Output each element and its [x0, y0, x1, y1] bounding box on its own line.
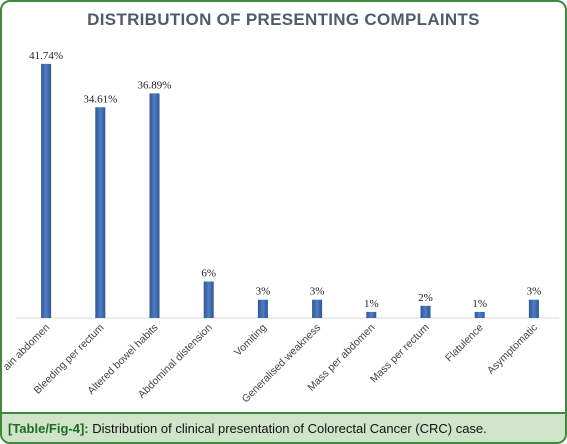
- chart-title: DISTRIBUTION OF PRESENTING COMPLAINTS: [87, 10, 480, 29]
- data-label-2: 36.89%: [138, 79, 172, 91]
- bar-4: [257, 299, 268, 318]
- data-label-4: 3%: [256, 286, 271, 298]
- data-label-7: 2%: [418, 292, 433, 304]
- bar-2: [149, 93, 160, 318]
- x-tick-label-7: Mass per rectum: [368, 321, 432, 385]
- data-label-9: 3%: [527, 286, 542, 298]
- bar-chart: 41.74% 34.61% 36.89% 6% 3% 3% 1% 2% 1% 3% Pain ab…: [4, 50, 559, 405]
- bar-0: [41, 63, 52, 318]
- bar-3: [203, 281, 214, 318]
- data-label-6: 1%: [364, 298, 379, 310]
- x-tick-label-4: Vomiting: [232, 322, 269, 359]
- figure-caption: [Table/Fig-4]: Distribution of clinical …: [2, 412, 565, 442]
- data-label-5: 3%: [310, 286, 325, 298]
- data-label-1: 34.61%: [83, 93, 117, 105]
- data-label-3: 6%: [201, 267, 216, 279]
- bar-5: [312, 299, 323, 318]
- chart-area: DISTRIBUTION OF PRESENTING COMPLAINTS 41…: [4, 4, 563, 412]
- x-tick-label-0: Pain abdomen: [4, 322, 52, 378]
- x-tick-label-9: Asymptomatic: [485, 322, 540, 377]
- bar-8: [474, 311, 485, 318]
- bar-9: [528, 299, 539, 318]
- bar-7: [420, 305, 431, 318]
- caption-text: Distribution of clinical presentation of…: [92, 421, 487, 436]
- data-label-8: 1%: [472, 298, 487, 310]
- bar-1: [95, 107, 106, 319]
- data-label-0: 41.74%: [29, 50, 63, 62]
- caption-label: [Table/Fig-4]:: [8, 421, 89, 436]
- bar-6: [366, 311, 377, 318]
- x-tick-label-8: Flatulence: [443, 322, 486, 365]
